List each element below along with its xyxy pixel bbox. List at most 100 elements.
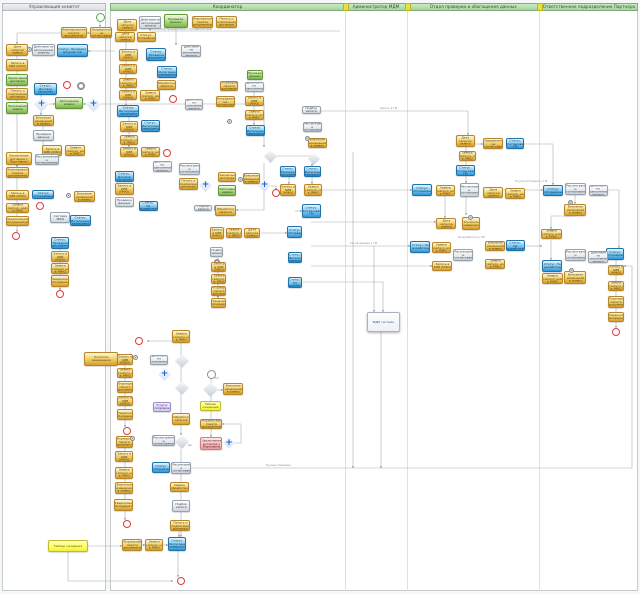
task[interactable]: Заявка (запуск_нов) в_МФО: [51, 263, 69, 274]
task[interactable]: Контроль завершения: [84, 352, 118, 366]
status-task[interactable]: Статус: Договор заключен: [34, 83, 57, 95]
task[interactable]: Заявка (запуск_нов) в_МФО: [145, 539, 163, 551]
task[interactable]: Формирование пакета документов: [6, 167, 29, 178]
parallel-gateway-icon[interactable]: +: [158, 368, 171, 381]
task[interactable]: Заявка (запуск_нов) в_МФО: [459, 151, 476, 161]
task[interactable]: Обработка запроса: [172, 413, 190, 425]
end-event-icon[interactable]: [169, 95, 177, 103]
task[interactable]: Запись в КИВ (МФО): [6, 59, 28, 71]
task[interactable]: Дата запуска заявки: [115, 32, 135, 42]
subprocess-task[interactable]: Рассмотрение и согласование: [460, 183, 479, 197]
status-task[interactable]: Статус: Согласование ГМ: [302, 204, 321, 218]
boundary-event-icon[interactable]: ×: [27, 47, 32, 52]
task[interactable]: Заявка (запуск_нов) в_МФО: [505, 188, 525, 199]
end-event-icon[interactable]: [63, 81, 71, 89]
task[interactable]: Статус: Отправлена: [137, 32, 156, 42]
status-task[interactable]: Статус: Интеграция завершена: [117, 105, 139, 117]
task[interactable]: Уведомление Координатора: [608, 312, 624, 322]
task[interactable]: Печать и подписание договора: [216, 16, 237, 28]
approval-task[interactable]: Заполнение заявки: [6, 102, 28, 114]
task[interactable]: Обработка запроса: [157, 80, 176, 90]
parallel-gateway-icon[interactable]: +: [34, 97, 49, 112]
task[interactable]: Контроль завершения: [462, 217, 480, 230]
task[interactable]: Внесение изменений в заявку: [115, 482, 133, 494]
boundary-event-icon[interactable]: ×: [133, 355, 138, 360]
task[interactable]: Заявка (запуск_нов) в_МФО: [119, 78, 137, 88]
lane-header-management[interactable]: Управляющий комитет: [2, 3, 106, 11]
mdm-system-box[interactable]: МДМ система: [367, 312, 400, 332]
task[interactable]: Запись в КИВ (МФО): [120, 147, 138, 157]
subprocess-task[interactable]: Действия по заполнению анкеты: [153, 161, 172, 172]
task[interactable]: Печать и подписание договора: [6, 88, 28, 100]
task[interactable]: Заявка (запуск_нов) в_МФО: [6, 203, 29, 213]
task[interactable]: Внесение изменений в заявку: [564, 271, 586, 284]
status-task[interactable]: Статус: Проверка документов: [51, 237, 69, 249]
task[interactable]: Уведомление Координатора: [117, 409, 133, 420]
task[interactable]: Внесение изменений в заявку: [74, 191, 95, 202]
task[interactable]: Внесение изменений в заявку: [243, 173, 260, 184]
subprocess-task[interactable]: Рассмотрение и согласование: [35, 154, 59, 165]
task[interactable]: Уведомление Координатора: [114, 499, 133, 511]
status-task[interactable]: Статус: Отправлена: [287, 226, 302, 238]
status-task[interactable]: Статус: Интеграция завершена: [168, 537, 186, 551]
task[interactable]: Заявка (запуск_нов) в_МФО: [140, 90, 160, 101]
status-task[interactable]: Статус: На доработке: [542, 260, 562, 272]
task[interactable]: Заявка (запуск_нов) в_МФО: [115, 467, 133, 479]
status-task[interactable]: Статус: Интеграция завершена: [157, 66, 177, 78]
subprocess-task[interactable]: Действия по заполнению анкеты: [245, 82, 264, 92]
task[interactable]: Формирование пакета документов: [200, 419, 222, 429]
status-task[interactable]: Статус: Проверка документов: [280, 166, 296, 177]
end-event-icon[interactable]: [272, 189, 280, 197]
task[interactable]: Направление на согласование: [483, 138, 503, 149]
task[interactable]: Внесение изменений в заявку: [564, 204, 586, 216]
task[interactable]: Дата запуска заявки: [456, 135, 475, 147]
approval-task[interactable]: Заключение договора: [6, 74, 28, 86]
task[interactable]: Формирование пакета документов: [61, 27, 87, 38]
subprocess-task[interactable]: Рассмотрение и согласование: [565, 249, 586, 261]
task[interactable]: Внесение изменений в заявку: [223, 383, 243, 395]
subprocess-task[interactable]: Действия по заполнению анкеты: [185, 99, 203, 110]
task[interactable]: Запись в КИВ (МФО): [115, 183, 134, 195]
end-event-icon[interactable]: [177, 577, 185, 585]
task[interactable]: Заявка (запуск_нов) в_МФО: [141, 147, 160, 157]
subprocess-task[interactable]: Действия по заполнению анкеты: [32, 44, 55, 56]
task[interactable]: Дата запуска заявки: [436, 218, 456, 229]
subprocess-task[interactable]: Действия по заполнению анкеты: [139, 16, 161, 29]
task[interactable]: Запись в КИВ (МФО): [117, 354, 133, 365]
task[interactable]: Направление на согласование: [90, 27, 112, 38]
task[interactable]: Запись в КИВ (МФО): [119, 49, 138, 61]
task[interactable]: Заявка обработана: [170, 482, 189, 492]
end-event-icon[interactable]: [12, 232, 20, 240]
subprocess-task[interactable]: Проверка данных: [33, 130, 54, 141]
task[interactable]: Печать и подписание договора: [179, 178, 198, 190]
task[interactable]: Формирование пакета документов: [117, 381, 133, 393]
task[interactable]: Уведомление Координатора: [51, 275, 69, 287]
end-event-icon[interactable]: [123, 520, 131, 528]
boundary-event-icon[interactable]: ×: [66, 193, 71, 198]
task[interactable]: Формирование пакета документов: [608, 296, 624, 308]
task[interactable]: Внесение изменений в заявку: [485, 241, 505, 251]
subprocess-task[interactable]: Подбор записи: [302, 106, 321, 114]
subprocess-task[interactable]: Проверка данных: [115, 197, 134, 207]
boundary-event-icon[interactable]: ×: [468, 215, 473, 220]
end-event-icon[interactable]: [123, 427, 131, 435]
approval-task[interactable]: Заполнение заявки: [55, 97, 83, 109]
task[interactable]: Дата запуска заявки: [244, 228, 260, 238]
lane-header-data-office[interactable]: Отдел проверки и обогащения данных: [407, 3, 539, 11]
task[interactable]: Заявка (запуск_нов) в_МФО: [485, 259, 505, 269]
task[interactable]: Формирование пакета документов: [192, 16, 213, 28]
approval-task[interactable]: Проверка данных: [247, 70, 263, 80]
status-task[interactable]: Статус: Отправлена: [543, 185, 563, 196]
task[interactable]: Заявка (запуск_нов) в_МФО: [608, 281, 624, 291]
status-task[interactable]: Статус: На доработке: [506, 240, 525, 251]
lane-header-mdm-admin[interactable]: Администратор МДМ: [345, 3, 407, 11]
parallel-gateway-icon[interactable]: +: [199, 179, 212, 192]
task[interactable]: Запись в КИВ (МФО): [280, 184, 296, 196]
boundary-event-icon[interactable]: ×: [130, 436, 135, 441]
task[interactable]: Формирование пакета документов: [122, 539, 142, 551]
task[interactable]: Заявка (запуск_нов) в_МФО: [245, 110, 264, 120]
task[interactable]: Запись в КИВ (МФО): [117, 396, 133, 406]
subprocess-task[interactable]: Рассмотрение и согласование: [179, 163, 200, 175]
approval-task[interactable]: Проверка данных: [164, 14, 188, 28]
end-event-icon[interactable]: [612, 328, 620, 336]
